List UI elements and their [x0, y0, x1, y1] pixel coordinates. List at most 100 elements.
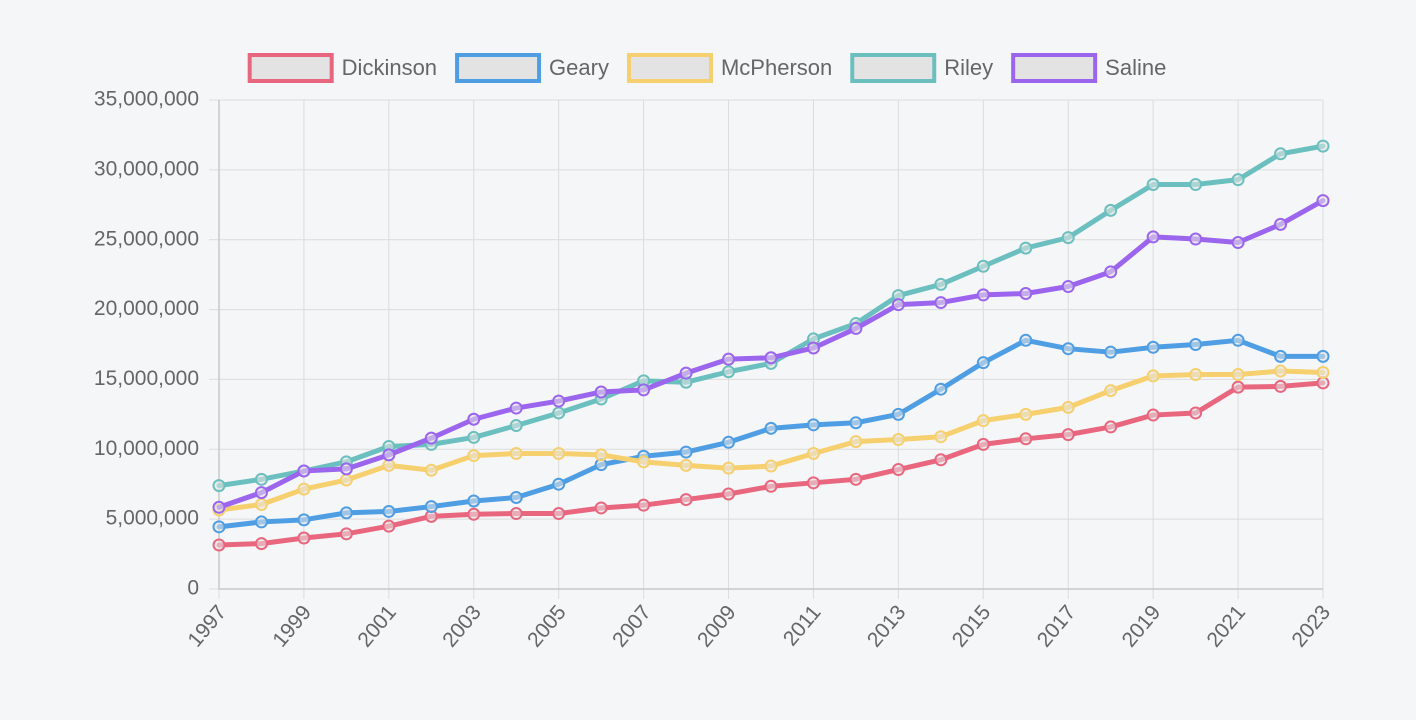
- data-point-dickinson[interactable]: [382, 519, 396, 533]
- data-point-geary[interactable]: [339, 506, 353, 520]
- data-point-geary[interactable]: [1061, 342, 1075, 356]
- data-point-riley[interactable]: [1104, 203, 1118, 217]
- data-point-dickinson[interactable]: [722, 487, 736, 501]
- data-point-mcpherson[interactable]: [1146, 369, 1160, 383]
- data-point-saline[interactable]: [934, 296, 948, 310]
- data-point-dickinson[interactable]: [1189, 406, 1203, 420]
- data-point-saline[interactable]: [1189, 232, 1203, 246]
- data-point-dickinson[interactable]: [297, 531, 311, 545]
- data-point-riley[interactable]: [1019, 241, 1033, 255]
- data-point-saline[interactable]: [552, 394, 566, 408]
- data-point-saline[interactable]: [467, 412, 481, 426]
- data-point-geary[interactable]: [1274, 349, 1288, 363]
- data-point-geary[interactable]: [1104, 345, 1118, 359]
- data-point-geary[interactable]: [891, 407, 905, 421]
- data-point-dickinson[interactable]: [212, 538, 226, 552]
- legend-item-saline[interactable]: Saline: [1011, 53, 1166, 83]
- data-point-saline[interactable]: [1061, 280, 1075, 294]
- data-point-geary[interactable]: [679, 445, 693, 459]
- data-point-dickinson[interactable]: [976, 437, 990, 451]
- data-point-saline[interactable]: [891, 298, 905, 312]
- data-point-mcpherson[interactable]: [1061, 400, 1075, 414]
- data-point-dickinson[interactable]: [1316, 376, 1330, 390]
- data-point-dickinson[interactable]: [1061, 428, 1075, 442]
- data-point-dickinson[interactable]: [849, 472, 863, 486]
- data-point-mcpherson[interactable]: [1274, 364, 1288, 378]
- data-point-geary[interactable]: [1146, 340, 1160, 354]
- data-point-geary[interactable]: [212, 520, 226, 534]
- legend-item-riley[interactable]: Riley: [850, 53, 993, 83]
- data-point-geary[interactable]: [1316, 349, 1330, 363]
- data-point-riley[interactable]: [467, 430, 481, 444]
- data-point-dickinson[interactable]: [467, 507, 481, 521]
- data-point-mcpherson[interactable]: [764, 459, 778, 473]
- data-point-riley[interactable]: [1146, 178, 1160, 192]
- data-point-dickinson[interactable]: [1104, 420, 1118, 434]
- data-point-dickinson[interactable]: [1019, 432, 1033, 446]
- data-point-mcpherson[interactable]: [1104, 384, 1118, 398]
- data-point-mcpherson[interactable]: [934, 430, 948, 444]
- data-point-dickinson[interactable]: [594, 501, 608, 515]
- data-point-geary[interactable]: [934, 382, 948, 396]
- data-point-riley[interactable]: [1189, 178, 1203, 192]
- data-point-saline[interactable]: [1019, 287, 1033, 301]
- data-point-geary[interactable]: [424, 500, 438, 514]
- data-point-dickinson[interactable]: [339, 527, 353, 541]
- data-point-mcpherson[interactable]: [382, 458, 396, 472]
- data-point-mcpherson[interactable]: [1019, 407, 1033, 421]
- data-point-saline[interactable]: [1316, 194, 1330, 208]
- data-point-geary[interactable]: [1189, 338, 1203, 351]
- data-point-saline[interactable]: [212, 500, 226, 514]
- data-point-dickinson[interactable]: [764, 479, 778, 493]
- data-point-riley[interactable]: [1061, 231, 1075, 245]
- data-point-mcpherson[interactable]: [849, 435, 863, 449]
- data-point-saline[interactable]: [509, 401, 523, 415]
- legend-item-dickinson[interactable]: Dickinson: [247, 53, 437, 83]
- data-point-dickinson[interactable]: [679, 493, 693, 507]
- data-point-geary[interactable]: [1019, 333, 1033, 347]
- data-point-geary[interactable]: [849, 416, 863, 430]
- data-point-saline[interactable]: [1146, 230, 1160, 244]
- data-point-mcpherson[interactable]: [339, 473, 353, 487]
- data-point-mcpherson[interactable]: [637, 455, 651, 469]
- data-point-mcpherson[interactable]: [1189, 368, 1203, 382]
- data-point-saline[interactable]: [976, 288, 990, 302]
- data-point-geary[interactable]: [382, 504, 396, 518]
- legend-item-geary[interactable]: Geary: [455, 53, 609, 83]
- data-point-mcpherson[interactable]: [509, 446, 523, 460]
- data-point-dickinson[interactable]: [509, 507, 523, 521]
- data-point-dickinson[interactable]: [552, 507, 566, 521]
- data-point-dickinson[interactable]: [806, 476, 820, 490]
- data-point-saline[interactable]: [339, 462, 353, 476]
- data-point-saline[interactable]: [679, 366, 693, 380]
- data-point-saline[interactable]: [849, 321, 863, 335]
- legend-item-mcpherson[interactable]: McPherson: [626, 53, 832, 83]
- data-point-geary[interactable]: [1231, 333, 1245, 347]
- data-point-dickinson[interactable]: [1231, 380, 1245, 394]
- data-point-mcpherson[interactable]: [891, 433, 905, 447]
- data-point-mcpherson[interactable]: [424, 463, 438, 477]
- data-point-geary[interactable]: [806, 418, 820, 432]
- data-point-saline[interactable]: [637, 383, 651, 397]
- data-point-riley[interactable]: [934, 277, 948, 291]
- data-point-saline[interactable]: [254, 486, 268, 500]
- data-point-dickinson[interactable]: [891, 463, 905, 477]
- data-point-geary[interactable]: [297, 513, 311, 527]
- data-point-geary[interactable]: [509, 490, 523, 504]
- data-point-mcpherson[interactable]: [594, 448, 608, 462]
- data-point-geary[interactable]: [976, 356, 990, 370]
- data-point-geary[interactable]: [722, 435, 736, 449]
- data-point-mcpherson[interactable]: [467, 449, 481, 463]
- data-point-riley[interactable]: [722, 365, 736, 379]
- data-point-mcpherson[interactable]: [297, 482, 311, 496]
- data-point-saline[interactable]: [594, 385, 608, 399]
- data-point-riley[interactable]: [212, 479, 226, 493]
- data-point-riley[interactable]: [1274, 147, 1288, 161]
- data-point-mcpherson[interactable]: [679, 458, 693, 472]
- data-point-mcpherson[interactable]: [552, 446, 566, 460]
- data-point-riley[interactable]: [1316, 139, 1330, 153]
- data-point-geary[interactable]: [764, 421, 778, 435]
- data-point-dickinson[interactable]: [254, 537, 268, 551]
- data-point-mcpherson[interactable]: [254, 497, 268, 511]
- data-point-saline[interactable]: [297, 464, 311, 478]
